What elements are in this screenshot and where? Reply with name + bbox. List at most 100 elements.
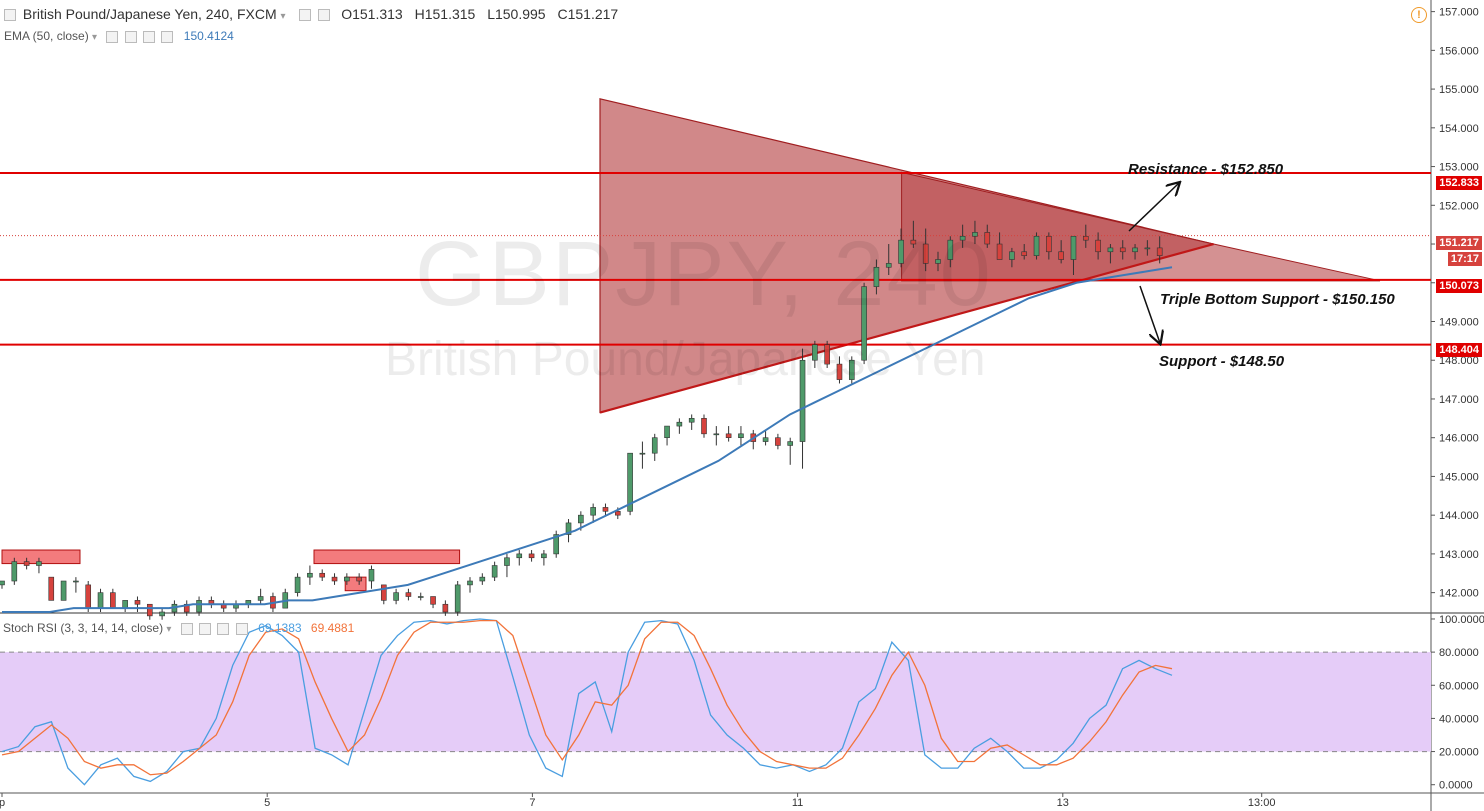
time-axis-label: p (0, 797, 5, 809)
time-axis-label: 13 (1057, 797, 1069, 809)
candle-body (873, 266, 880, 287)
candle-body (701, 418, 707, 435)
price-axis-label: 143.000 (1439, 549, 1479, 561)
rsi-axis-label: 100.0000 (1439, 614, 1484, 626)
price-label-current: 151.217 (1436, 236, 1482, 250)
chevron-down-icon[interactable]: ▾ (280, 11, 286, 22)
candle-body (196, 600, 202, 613)
rsi-legend[interactable]: Stoch RSI (3, 3, 14, 14, close) ▾ 69.138… (3, 621, 354, 635)
close-icon[interactable] (235, 622, 248, 635)
close-icon[interactable] (161, 30, 174, 43)
candle-body (861, 286, 867, 361)
collapse-icon[interactable] (4, 9, 16, 22)
candle-body (368, 569, 375, 582)
candle-body (442, 603, 449, 613)
candle-body (146, 603, 153, 617)
gear-icon[interactable] (124, 30, 137, 43)
annotation-resistance: Resistance - $152.850 (1128, 161, 1284, 178)
candle-body (762, 437, 769, 442)
candle-body (799, 359, 806, 442)
candle-body (836, 363, 843, 380)
candle-body (725, 433, 732, 438)
price-axis-label: 155.000 (1439, 84, 1479, 96)
candle-body (676, 421, 683, 427)
candle-body (787, 441, 794, 446)
annotation-support: Support - $148.50 (1159, 353, 1285, 370)
watermark-name: British Pound/Japanese Yen (385, 333, 986, 386)
candle-body (134, 600, 141, 605)
candle-body (885, 263, 892, 268)
ema-line (2, 266, 1173, 613)
price-axis-label: 156.000 (1439, 45, 1479, 57)
price-label-resistance: 152.833 (1436, 176, 1482, 190)
eye-icon[interactable] (180, 622, 193, 635)
candle-body (565, 522, 572, 535)
price-axis-label: 153.000 (1439, 162, 1479, 174)
candle-body (1021, 251, 1028, 256)
symbol-title[interactable]: British Pound/Japanese Yen, 240, FXCM ▾ … (4, 6, 618, 22)
price-axis-label: 157.000 (1439, 7, 1479, 19)
symbol-label: British Pound/Japanese Yen, 240, FXCM (22, 6, 277, 22)
gear-icon[interactable] (318, 9, 331, 22)
candle-body (504, 557, 510, 566)
gear-icon[interactable] (199, 622, 212, 635)
candle-body (1119, 247, 1126, 253)
price-label-countdown: 17:17 (1447, 252, 1482, 266)
plus-icon[interactable] (217, 622, 230, 635)
candle-body (651, 437, 658, 454)
price-axis-label: 148.000 (1439, 355, 1479, 367)
candle-body (578, 514, 584, 524)
candle-body (922, 243, 929, 264)
ema-label: EMA (50, close) (4, 29, 89, 43)
candle-body (1132, 247, 1138, 253)
price-axis-label: 149.000 (1439, 316, 1479, 328)
candle-body (11, 561, 18, 582)
candle-body (122, 600, 128, 609)
chevron-down-icon[interactable]: ▾ (92, 32, 98, 43)
time-axis-label: 5 (264, 797, 270, 809)
time-axis-label: 7 (529, 797, 535, 809)
candle-body (467, 580, 473, 586)
ema-value: 150.4124 (183, 29, 234, 43)
rsi-axis-label: 20.0000 (1439, 747, 1479, 759)
plus-icon[interactable] (143, 30, 156, 43)
candle-body (1144, 247, 1151, 250)
eye-icon[interactable] (106, 30, 119, 43)
eye-icon[interactable] (299, 9, 312, 22)
chevron-down-icon[interactable]: ▾ (166, 624, 172, 635)
candle-body (319, 572, 326, 578)
price-axis-label: 147.000 (1439, 394, 1479, 406)
candle-body (380, 584, 387, 601)
candle-body (356, 576, 362, 582)
warning-icon[interactable]: ! (1411, 7, 1427, 23)
candle-body (1046, 235, 1052, 253)
candle-body (331, 576, 338, 582)
candle-body (775, 437, 781, 446)
candle-body (959, 235, 966, 241)
ohlc-open: O151.313 (341, 6, 403, 22)
candle-body (1156, 247, 1163, 256)
rsi-series-d (1, 619, 1173, 776)
candle-body (1058, 251, 1064, 260)
candle-body (898, 239, 904, 264)
candle-body (0, 580, 5, 586)
candle-body (824, 344, 830, 365)
candle-body (430, 596, 436, 605)
candle-body (935, 259, 941, 264)
ema-legend[interactable]: EMA (50, close) ▾ 150.4124 (4, 29, 234, 43)
candle-body (590, 507, 596, 516)
candle-body (516, 553, 523, 559)
candle-body (417, 596, 424, 598)
time-axis-label: 11 (792, 797, 803, 809)
rsi-d-value: 69.4881 (310, 621, 355, 635)
candle-body (812, 344, 818, 361)
candle-body (1033, 235, 1040, 256)
candle-body (85, 584, 92, 609)
candle-body (848, 359, 855, 380)
candle-body (60, 580, 67, 601)
candle-body (947, 239, 954, 260)
rsi-axis-label: 60.0000 (1439, 680, 1479, 692)
candle-body (183, 603, 190, 613)
candle-body (491, 565, 498, 578)
